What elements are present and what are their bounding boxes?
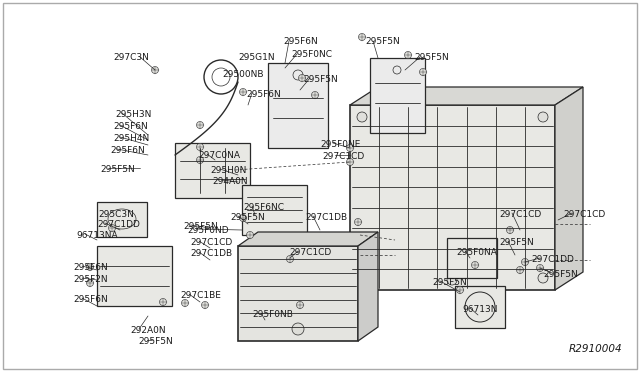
Text: 295F5N: 295F5N <box>414 53 449 62</box>
Text: 297C1DD: 297C1DD <box>97 220 140 229</box>
Bar <box>175 143 250 198</box>
Text: 295F6N: 295F6N <box>110 146 145 155</box>
Text: 295F6N: 295F6N <box>246 90 281 99</box>
Circle shape <box>202 301 209 308</box>
Circle shape <box>298 74 305 81</box>
Text: 295F5N: 295F5N <box>543 270 578 279</box>
Bar <box>370 58 425 133</box>
Text: 295G1N: 295G1N <box>238 53 275 62</box>
Text: R2910004: R2910004 <box>568 344 622 354</box>
Circle shape <box>358 33 365 41</box>
Polygon shape <box>358 232 378 341</box>
Circle shape <box>196 122 204 128</box>
Circle shape <box>86 263 93 270</box>
Bar <box>238 246 358 341</box>
Text: 294A0N: 294A0N <box>212 177 248 186</box>
Text: 297C1CD: 297C1CD <box>322 152 364 161</box>
Text: 297C1CD: 297C1CD <box>499 210 541 219</box>
Text: 295H0N: 295H0N <box>210 166 246 175</box>
Circle shape <box>86 279 93 286</box>
Polygon shape <box>555 87 583 290</box>
Text: 96713N: 96713N <box>462 305 497 314</box>
Text: 297C1DD: 297C1DD <box>531 255 574 264</box>
Circle shape <box>287 256 294 263</box>
Text: 295F6N: 295F6N <box>283 37 317 46</box>
Circle shape <box>159 298 166 305</box>
Polygon shape <box>350 87 583 105</box>
Circle shape <box>239 215 246 221</box>
Circle shape <box>296 301 303 308</box>
Circle shape <box>516 266 524 273</box>
Circle shape <box>404 51 412 58</box>
Text: 297C1BE: 297C1BE <box>180 291 221 300</box>
Text: 297C1DB: 297C1DB <box>190 249 232 258</box>
Circle shape <box>357 273 367 283</box>
Text: 297C3N: 297C3N <box>113 53 149 62</box>
Text: 295F5N: 295F5N <box>365 37 400 46</box>
Polygon shape <box>238 232 378 246</box>
Circle shape <box>346 158 353 166</box>
Circle shape <box>538 273 548 283</box>
Bar <box>268 63 328 148</box>
Bar <box>97 246 172 306</box>
Text: 96713NA: 96713NA <box>76 231 118 240</box>
Text: 297C1CD: 297C1CD <box>563 210 605 219</box>
Circle shape <box>506 227 513 234</box>
Bar <box>97 202 147 237</box>
Circle shape <box>152 67 159 74</box>
Text: 295F6NC: 295F6NC <box>243 203 284 212</box>
Text: 295F2N: 295F2N <box>73 275 108 284</box>
Text: 295F0NB: 295F0NB <box>252 310 293 319</box>
Text: 295F5N: 295F5N <box>138 337 173 346</box>
Text: 295F0NE: 295F0NE <box>320 140 360 149</box>
Circle shape <box>292 323 304 335</box>
Text: 295F6N: 295F6N <box>73 295 108 304</box>
Text: 297C1CD: 297C1CD <box>289 248 332 257</box>
Text: 295F0NA: 295F0NA <box>456 248 497 257</box>
Circle shape <box>522 259 529 266</box>
Circle shape <box>312 92 319 99</box>
Text: 295F5N: 295F5N <box>183 222 218 231</box>
Text: 29500NB: 29500NB <box>222 70 264 79</box>
Circle shape <box>472 262 479 269</box>
Text: 295F6N: 295F6N <box>73 263 108 272</box>
Text: 295F5N: 295F5N <box>432 278 467 287</box>
Text: 295F5N: 295F5N <box>499 238 534 247</box>
Circle shape <box>196 157 204 164</box>
Text: 295C3N: 295C3N <box>98 210 134 219</box>
Circle shape <box>357 112 367 122</box>
Text: 295F0ND: 295F0ND <box>187 226 228 235</box>
Circle shape <box>355 218 362 225</box>
Circle shape <box>419 68 426 76</box>
Text: 297C0NA: 297C0NA <box>198 151 240 160</box>
Bar <box>242 185 307 235</box>
Circle shape <box>447 275 457 285</box>
Text: 297C1DB: 297C1DB <box>305 213 347 222</box>
Circle shape <box>196 144 204 151</box>
Text: 295H3N: 295H3N <box>115 110 152 119</box>
Text: 295F5N: 295F5N <box>303 75 338 84</box>
Text: 295F6N: 295F6N <box>113 122 148 131</box>
Text: 292A0N: 292A0N <box>130 326 166 335</box>
Circle shape <box>109 224 115 231</box>
Bar <box>447 238 497 278</box>
Text: 295F5N: 295F5N <box>100 165 135 174</box>
Text: 295H4N: 295H4N <box>113 134 149 143</box>
Circle shape <box>536 264 543 272</box>
Text: 297C1CD: 297C1CD <box>190 238 232 247</box>
Circle shape <box>346 144 353 151</box>
Circle shape <box>182 299 189 307</box>
Text: 295F5N: 295F5N <box>230 213 265 222</box>
Circle shape <box>239 89 246 96</box>
Text: 295F0NC: 295F0NC <box>291 50 332 59</box>
Bar <box>350 105 555 290</box>
Circle shape <box>246 231 253 238</box>
Circle shape <box>456 286 463 294</box>
Circle shape <box>538 112 548 122</box>
Bar <box>455 286 505 328</box>
